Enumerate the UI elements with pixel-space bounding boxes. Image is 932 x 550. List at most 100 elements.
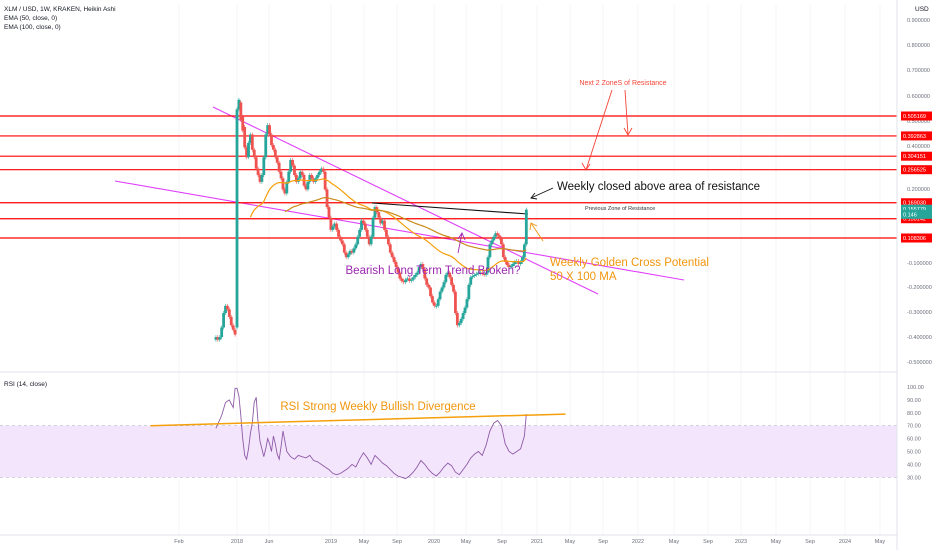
ema100-legend: EMA (100, close, 0) xyxy=(4,24,61,31)
candle-body xyxy=(377,212,381,218)
bearish-trend-arrow xyxy=(457,232,463,254)
candle-body xyxy=(469,277,473,285)
candle-body xyxy=(473,274,476,277)
golden-cross-arrow xyxy=(530,222,544,242)
candle-body xyxy=(339,236,342,241)
candle-body xyxy=(243,126,247,148)
candle-body xyxy=(490,240,494,245)
rsi-tick-label: 100.00 xyxy=(907,385,924,391)
candle-body xyxy=(386,236,390,245)
time-tick-label: Sep xyxy=(703,539,713,545)
candle-body xyxy=(379,217,383,224)
time-tick-label: 2024 xyxy=(839,539,851,545)
candle-body xyxy=(254,157,258,169)
candle-body xyxy=(436,299,440,306)
candle-body xyxy=(346,254,350,258)
candle-body xyxy=(507,265,511,268)
candle-body xyxy=(446,272,450,275)
candle-body xyxy=(444,274,448,283)
candle-body xyxy=(400,278,404,281)
candle-body xyxy=(281,178,285,190)
candle-body xyxy=(300,171,304,175)
candle-body xyxy=(463,307,467,314)
candle-body xyxy=(285,181,289,194)
candle-body xyxy=(262,157,266,175)
candle-body xyxy=(383,220,386,230)
price-tick-label: -0.300000 xyxy=(907,310,932,316)
candle-body xyxy=(239,102,243,121)
candle-body xyxy=(411,277,415,280)
candle-body xyxy=(498,235,501,239)
candle-body xyxy=(417,267,421,273)
candle-body xyxy=(356,236,360,245)
candle-body xyxy=(450,277,453,285)
rsi-tick-label: 30.00 xyxy=(907,475,921,481)
candle-body xyxy=(321,168,325,172)
candle-body xyxy=(429,287,432,297)
weekly-close-annotation: Weekly closed above area of resistance xyxy=(557,181,760,193)
rsi-divergence-annotation: RSI Strong Weekly Bullish Divergence xyxy=(280,401,475,413)
candle-body xyxy=(252,149,256,158)
candle-body xyxy=(360,220,363,230)
resistance-arrowhead-1 xyxy=(581,162,591,171)
candle-body xyxy=(402,280,406,283)
rsi-tick-label: 40.00 xyxy=(907,462,921,468)
candle-body xyxy=(266,125,270,135)
golden-cross-annotation-line2: 50 X 100 MA xyxy=(550,271,617,283)
candle-body xyxy=(308,174,312,182)
candle-body xyxy=(394,261,398,268)
candle-body xyxy=(503,257,507,262)
candle-body xyxy=(432,302,436,306)
rsi-tick-label: 50.00 xyxy=(907,450,921,456)
resistance-price-tag xyxy=(901,233,932,243)
rsi-tick-label: 60.00 xyxy=(907,437,921,443)
candle-body xyxy=(350,250,354,253)
candle-body xyxy=(293,165,296,175)
golden-cross-arrowhead xyxy=(529,222,538,231)
resistance-arrow-2 xyxy=(624,89,629,136)
candle-body xyxy=(517,261,521,265)
candle-body xyxy=(306,181,310,190)
time-tick-label: 2023 xyxy=(735,539,747,545)
resistance-price-label: 0.304151 xyxy=(903,154,926,160)
candle-body xyxy=(229,316,233,326)
resistance-arrowhead-2 xyxy=(623,127,633,136)
candle-body xyxy=(283,189,287,194)
candle-body xyxy=(270,134,273,146)
candle-body xyxy=(509,266,513,268)
candle-body xyxy=(273,149,277,158)
bearish-trend-arrowhead xyxy=(457,232,466,241)
current-price-tag xyxy=(901,209,932,219)
rsi-tick-label: 80.00 xyxy=(907,411,921,417)
resistance-price-label: 0.392863 xyxy=(903,134,926,140)
candle-body xyxy=(304,185,308,190)
candle-body xyxy=(369,236,373,245)
rsi-tick-label: 90.00 xyxy=(907,398,921,404)
lower-wedge-trendline xyxy=(114,180,685,281)
candle-body xyxy=(277,162,281,172)
previous-zone-label: Previous Zone of Resistance xyxy=(585,206,655,212)
weekly-close-arrowhead xyxy=(530,192,538,200)
candle-body xyxy=(524,209,528,245)
candle-body xyxy=(214,337,218,340)
candle-body xyxy=(519,261,522,265)
candle-body xyxy=(388,244,392,253)
price-tick-label: -0.500000 xyxy=(907,360,932,366)
candle-body xyxy=(354,244,358,249)
candle-body xyxy=(505,261,509,266)
candle-body xyxy=(335,223,339,230)
rsi-divergence-trendline xyxy=(150,413,566,427)
candle-body xyxy=(513,261,517,265)
candle-body xyxy=(480,272,484,274)
candle-body xyxy=(373,207,377,218)
time-tick-label: 2018 xyxy=(231,539,243,545)
upper-wedge-trendline xyxy=(212,106,599,295)
candle-body xyxy=(231,325,235,330)
candle-body xyxy=(406,278,409,280)
candle-body xyxy=(241,116,245,131)
candle-body xyxy=(461,313,465,319)
candle-body xyxy=(488,244,492,258)
candle-body xyxy=(258,174,262,182)
